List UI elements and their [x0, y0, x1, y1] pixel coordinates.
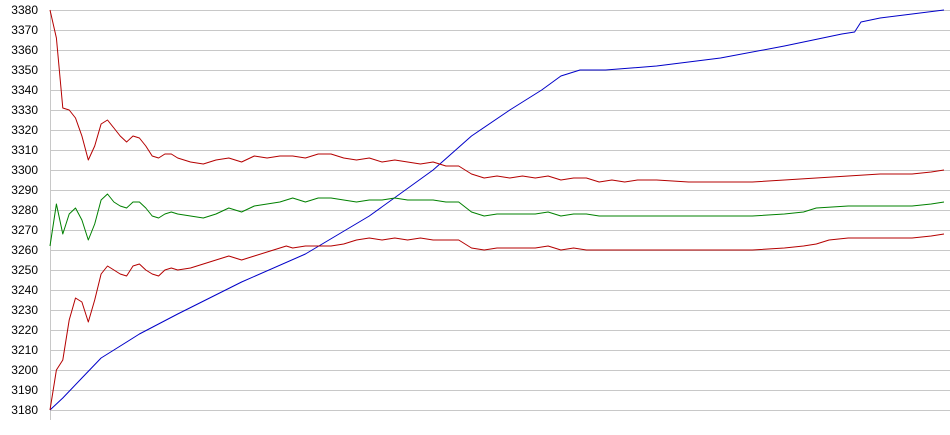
y-tick-label: 3330 [11, 103, 38, 117]
series-group [49, 9, 945, 411]
y-tick-label: 3210 [11, 343, 38, 357]
series-line-3 [49, 193, 945, 247]
y-tick-label: 3200 [11, 363, 38, 377]
y-tick-label: 3360 [11, 43, 38, 57]
y-tick-label: 3380 [11, 3, 38, 17]
y-tick-label: 3350 [11, 63, 38, 77]
y-tick-label: 3240 [11, 283, 38, 297]
y-tick-label: 3190 [11, 383, 38, 397]
y-tick-label: 3300 [11, 163, 38, 177]
y-tick-label: 3310 [11, 143, 38, 157]
y-tick-label: 3270 [11, 223, 38, 237]
series-line-1 [49, 9, 945, 411]
series-line-4 [49, 233, 945, 411]
y-tick-label: 3180 [11, 403, 38, 417]
y-tick-label: 3250 [11, 263, 38, 277]
y-tick-label: 3220 [11, 323, 38, 337]
y-tick-label: 3320 [11, 123, 38, 137]
y-tick-label: 3370 [11, 23, 38, 37]
y-tick-label: 3230 [11, 303, 38, 317]
grid [50, 10, 950, 411]
series-line-2 [49, 9, 945, 183]
y-tick-label: 3340 [11, 83, 38, 97]
y-tick-label: 3290 [11, 183, 38, 197]
y-tick-label: 3280 [11, 203, 38, 217]
y-tick-label: 3260 [11, 243, 38, 257]
y-axis-ticks: 3180 3190 3200 3210 3220 3230 3240 3250 3260 3270… [11, 3, 38, 417]
